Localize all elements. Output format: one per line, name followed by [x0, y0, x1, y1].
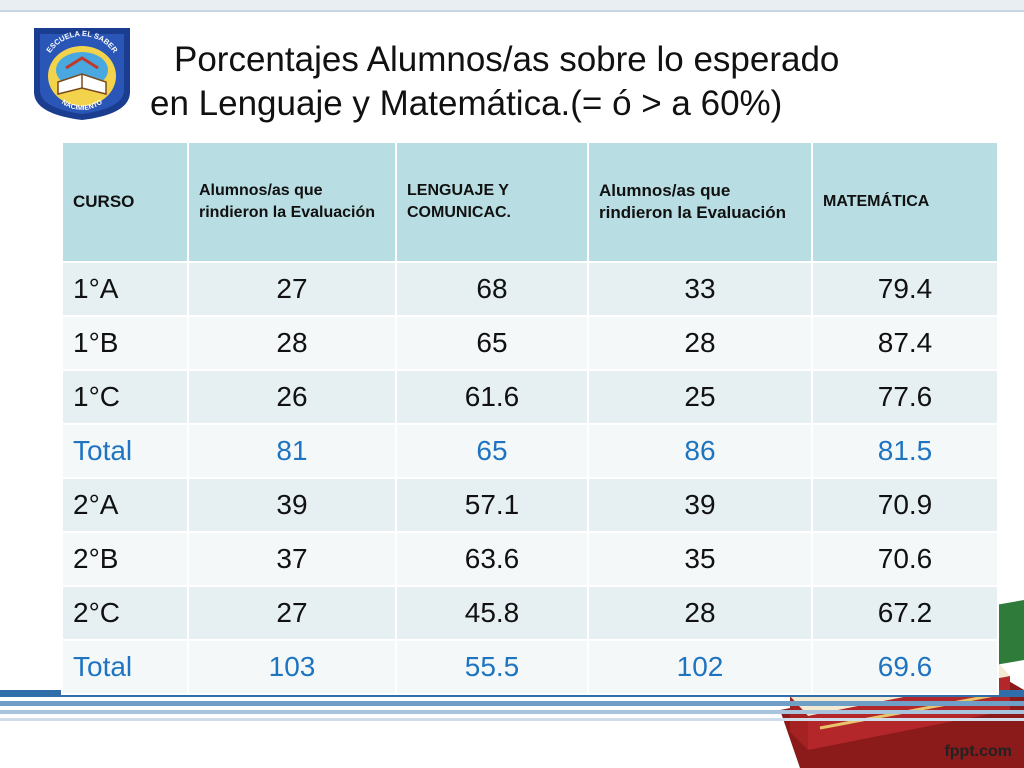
- cell-matematica: 67.2: [811, 585, 999, 641]
- title-line-2: en Lenguaje y Matemática.(= ó > a 60%): [150, 84, 783, 123]
- cell-lenguaje: 57.1: [395, 477, 589, 533]
- cell-alumnos-lenguaje: 26: [187, 369, 397, 425]
- cell-curso: 2°A: [61, 477, 189, 533]
- cell-curso: 1°C: [61, 369, 189, 425]
- cell-matematica: 69.6: [811, 639, 999, 695]
- cell-matematica: 79.4: [811, 261, 999, 317]
- cell-alumnos-lenguaje: 39: [187, 477, 397, 533]
- cell-lenguaje: 61.6: [395, 369, 589, 425]
- table-row-total: Total 81 65 86 81.5: [61, 423, 999, 479]
- header-matematica: MATEMÁTICA: [811, 141, 999, 263]
- cell-curso: 2°B: [61, 531, 189, 587]
- cell-lenguaje: 65: [395, 423, 589, 479]
- header-alumnos-lenguaje: Alumnos/as que rindieron la Evaluación: [187, 141, 397, 263]
- top-rule: [0, 0, 1024, 12]
- cell-alumnos-matematica: 28: [587, 315, 813, 371]
- cell-lenguaje: 68: [395, 261, 589, 317]
- cell-curso: 2°C: [61, 585, 189, 641]
- brand-watermark: fppt.com: [944, 743, 1012, 760]
- cell-matematica: 81.5: [811, 423, 999, 479]
- table-row: 1°C 26 61.6 25 77.6: [61, 369, 999, 425]
- cell-alumnos-matematica: 28: [587, 585, 813, 641]
- header-lenguaje: LENGUAJE Y COMUNICAC.: [395, 141, 589, 263]
- results-table: CURSO Alumnos/as que rindieron la Evalua…: [61, 141, 999, 695]
- cell-lenguaje: 45.8: [395, 585, 589, 641]
- cell-alumnos-matematica: 86: [587, 423, 813, 479]
- table-row-total: Total 103 55.5 102 69.6: [61, 639, 999, 695]
- cell-matematica: 70.6: [811, 531, 999, 587]
- header-curso: CURSO: [61, 141, 189, 263]
- cell-alumnos-lenguaje: 103: [187, 639, 397, 695]
- school-badge-logo: ESCUELA EL SABER NACIMIENTO: [34, 28, 130, 120]
- cell-curso: 1°B: [61, 315, 189, 371]
- cell-alumnos-matematica: 25: [587, 369, 813, 425]
- cell-alumnos-matematica: 35: [587, 531, 813, 587]
- table-row: 2°A 39 57.1 39 70.9: [61, 477, 999, 533]
- table-row: 1°A 27 68 33 79.4: [61, 261, 999, 317]
- cell-lenguaje: 65: [395, 315, 589, 371]
- cell-lenguaje: 55.5: [395, 639, 589, 695]
- header-alumnos-matematica: Alumnos/as que rindieron la Evaluación: [587, 141, 813, 263]
- cell-alumnos-lenguaje: 27: [187, 261, 397, 317]
- cell-lenguaje: 63.6: [395, 531, 589, 587]
- title-line-1: Porcentajes Alumnos/as sobre lo esperado: [174, 40, 840, 79]
- cell-curso: Total: [61, 639, 189, 695]
- cell-alumnos-lenguaje: 37: [187, 531, 397, 587]
- cell-matematica: 87.4: [811, 315, 999, 371]
- slide-title: Porcentajes Alumnos/as sobre lo esperado…: [150, 38, 980, 126]
- cell-alumnos-matematica: 39: [587, 477, 813, 533]
- table-row: 1°B 28 65 28 87.4: [61, 315, 999, 371]
- cell-alumnos-matematica: 33: [587, 261, 813, 317]
- decorative-stripes: [0, 690, 1024, 721]
- cell-alumnos-lenguaje: 27: [187, 585, 397, 641]
- header-row: CURSO Alumnos/as que rindieron la Evalua…: [61, 141, 999, 263]
- table-row: 2°C 27 45.8 28 67.2: [61, 585, 999, 641]
- cell-curso: Total: [61, 423, 189, 479]
- cell-curso: 1°A: [61, 261, 189, 317]
- cell-alumnos-matematica: 102: [587, 639, 813, 695]
- cell-matematica: 70.9: [811, 477, 999, 533]
- cell-alumnos-lenguaje: 28: [187, 315, 397, 371]
- table-row: 2°B 37 63.6 35 70.6: [61, 531, 999, 587]
- cell-alumnos-lenguaje: 81: [187, 423, 397, 479]
- cell-matematica: 77.6: [811, 369, 999, 425]
